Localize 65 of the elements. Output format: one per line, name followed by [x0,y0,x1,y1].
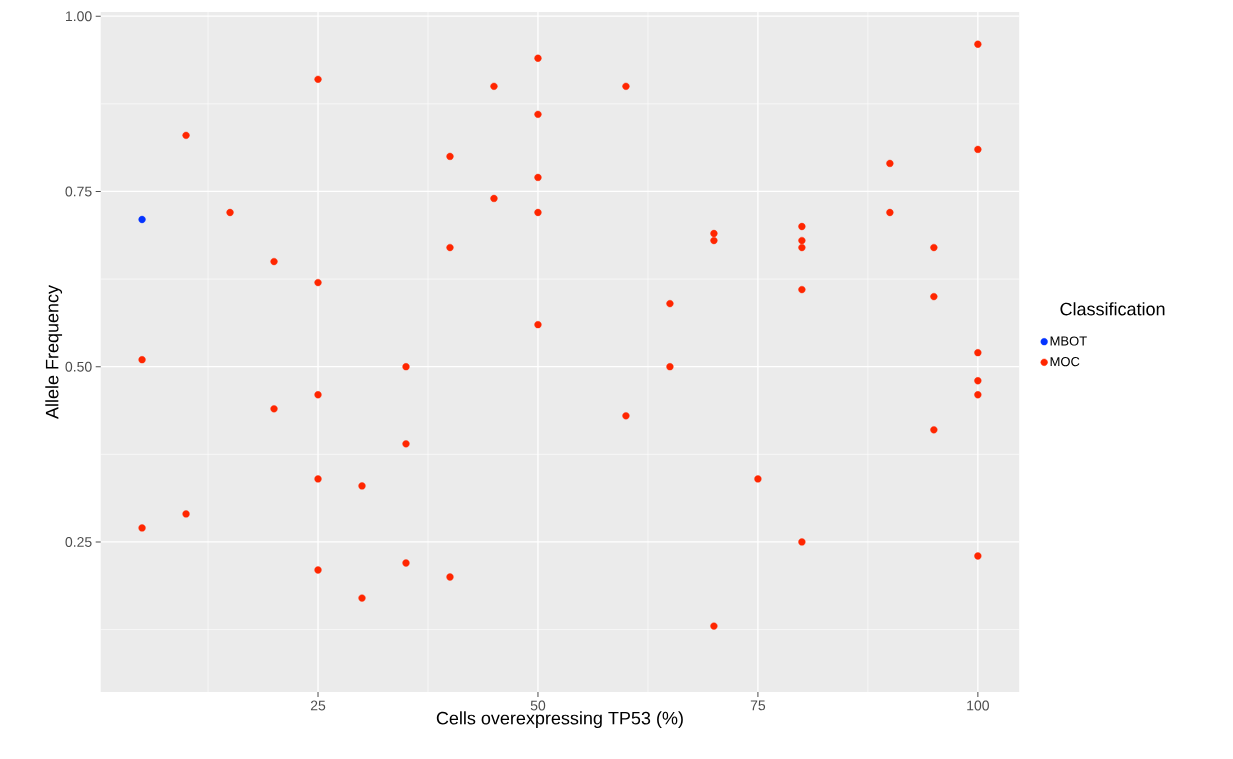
point [358,482,366,490]
y-tick-label: 0.25 [65,537,92,547]
point [798,538,806,546]
point [974,40,982,48]
point [930,243,938,252]
point [930,426,938,434]
point [974,145,982,153]
legend-label: MOC [1050,356,1080,367]
point [534,173,542,182]
point [270,405,278,413]
point [314,75,322,83]
point [314,278,322,287]
point [622,412,630,420]
point [974,552,982,560]
point [182,510,190,518]
point [666,363,674,371]
point [974,391,982,399]
point [138,356,146,364]
legend-title: Classification [1060,302,1165,316]
x-tick-label: 50 [530,700,546,711]
point [314,391,322,399]
point [138,215,146,224]
point [710,229,718,238]
legend-label: MBOT [1050,336,1087,346]
point [798,243,806,252]
point [446,243,454,252]
point [798,286,806,294]
y-tick-label: 0.75 [65,186,92,197]
point [622,82,630,90]
point [974,377,982,385]
point [534,321,542,329]
point [534,54,542,62]
point [226,208,234,217]
x-tick-label: 75 [750,700,766,711]
point [534,208,542,217]
point [402,559,410,567]
point [666,300,674,308]
point [798,222,806,231]
point [534,110,542,118]
y-tick-label: 0.50 [65,361,92,372]
x-tick-label: 100 [967,700,989,711]
point [446,573,454,581]
point [886,159,894,168]
point [138,524,146,532]
point [754,475,762,483]
point [314,475,322,483]
point [710,622,718,630]
y-axis-title: Allele Frequency [45,285,63,419]
point [402,440,410,448]
point [490,194,498,203]
x-axis-title: Cells overexpressing TP53 (%) [436,711,683,729]
point [402,363,410,371]
point [490,82,498,90]
x-tick-label: 25 [310,700,326,711]
point [930,293,938,301]
point [182,131,190,139]
point [798,236,806,245]
y-tick-label: 1.00 [66,11,92,22]
point [358,594,366,602]
point [886,208,894,217]
point [974,349,982,357]
point [710,236,718,245]
point [270,257,278,266]
point [314,566,322,574]
point [446,152,454,161]
